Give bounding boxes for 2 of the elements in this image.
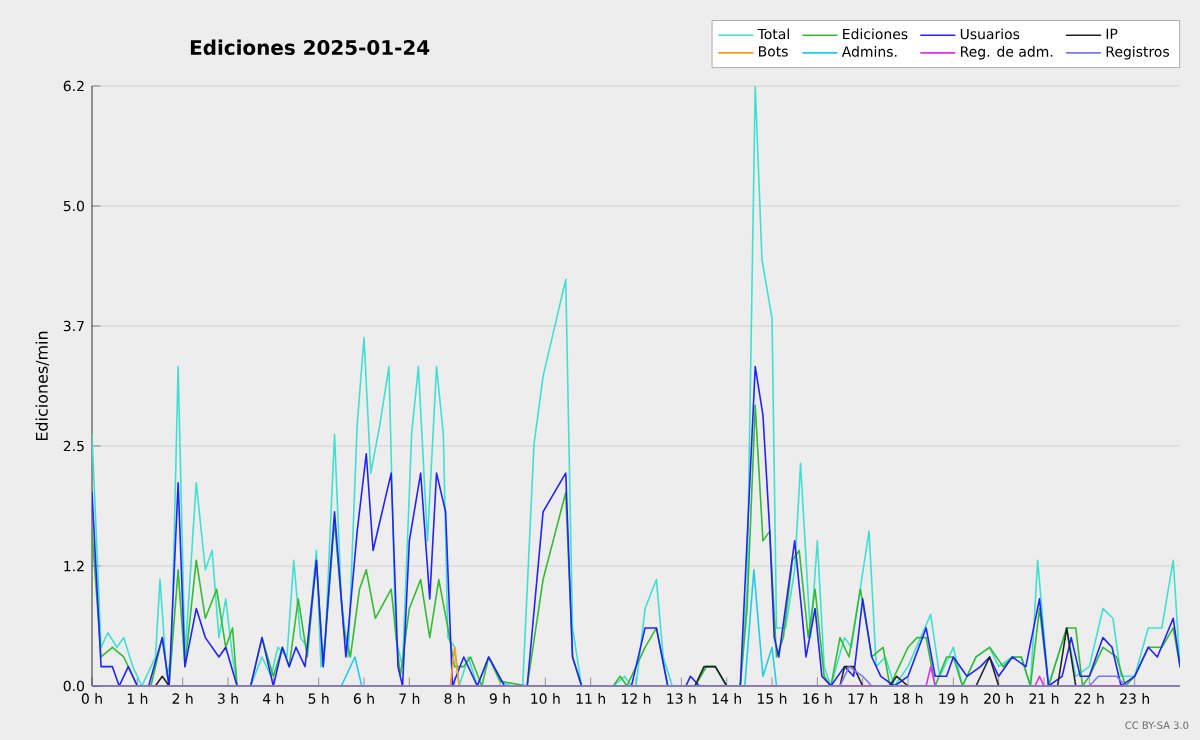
line-series [92,86,1181,686]
chart-title: Ediciones 2025-01-24 [190,39,430,56]
